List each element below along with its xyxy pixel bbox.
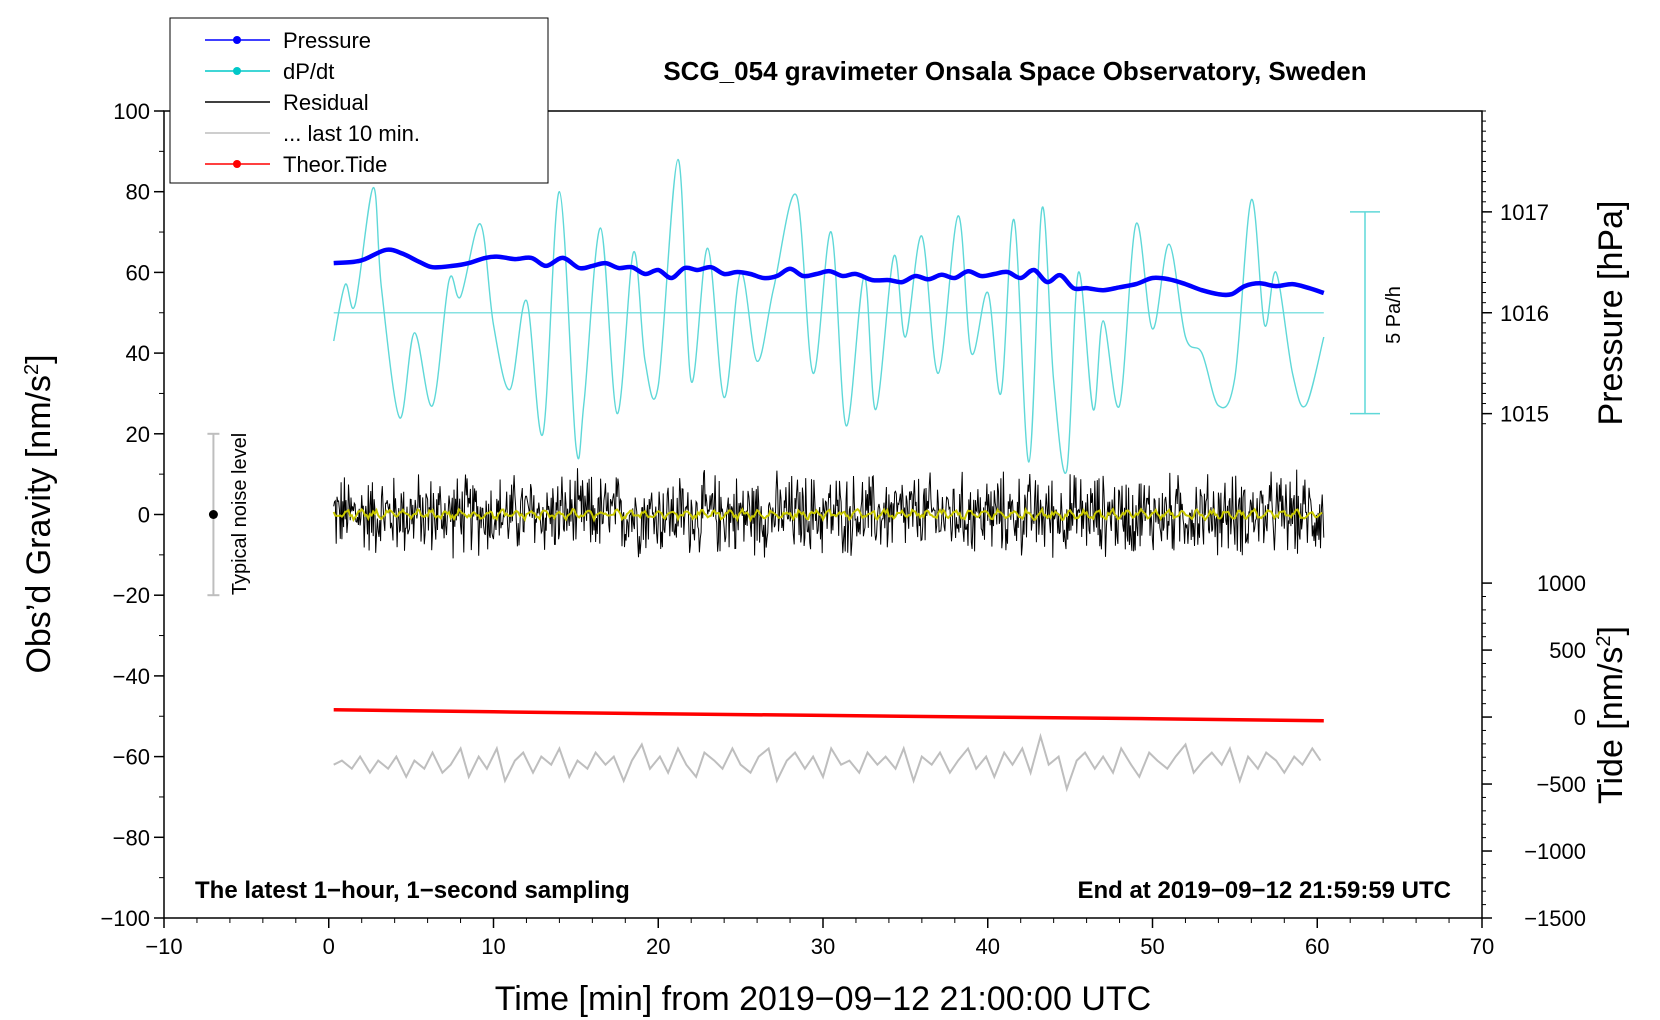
legend-label: ... last 10 min. (283, 121, 420, 146)
y-label-tide-main: Tide [nm/s (1592, 647, 1630, 804)
y-axis-gravity: 100 80 60 40 20 0 −20 −40 −60 −80 −100 (100, 99, 164, 931)
x-tick-label: 30 (811, 934, 835, 959)
series-residual-smoothed (332, 506, 1323, 523)
y-label-gravity-sup: 2 (21, 364, 43, 375)
y-tick-label: −20 (113, 583, 150, 608)
legend-label: Residual (283, 90, 369, 115)
legend-label: dP/dt (283, 59, 334, 84)
noise-bar-center (208, 510, 218, 519)
y-tick-label: 0 (138, 503, 150, 528)
y-tick-label: −100 (100, 906, 150, 931)
y-axis-label-tide: Tide [nm/s2] (1592, 626, 1630, 804)
chart-title: SCG_054 gravimeter Onsala Space Observat… (663, 56, 1366, 86)
annotation-end-time: End at 2019−09−12 21:59:59 UTC (1077, 877, 1451, 904)
tide-tick-label: 1000 (1537, 571, 1586, 596)
y-axis-tide: 1000 500 0 −500 −1000 −1500 (1482, 571, 1586, 931)
x-tick-label: 60 (1305, 934, 1329, 959)
pressure-tick-label: 1017 (1500, 200, 1549, 225)
y-label-tide-sup: 2 (1593, 635, 1615, 646)
x-axis: −10 0 10 20 30 40 50 60 70 (145, 918, 1494, 959)
annotation-sampling: The latest 1−hour, 1−second sampling (195, 877, 630, 904)
tide-tick-label: 0 (1574, 705, 1586, 730)
series-layer (332, 158, 1325, 793)
y-tick-label: 80 (126, 180, 150, 205)
legend-box (169, 17, 549, 184)
y-tick-label: −40 (113, 664, 150, 689)
noise-level-label: Typical noise level (229, 433, 251, 595)
series-residual (333, 468, 1325, 559)
y-tick-label: −60 (113, 745, 150, 770)
y-tick-label: 20 (126, 422, 150, 447)
y-tick-label: 40 (126, 341, 150, 366)
y-axis-label-pressure: Pressure [hPa] (1592, 201, 1630, 426)
tide-tick-label: −1500 (1524, 906, 1586, 931)
y-label-gravity-main: Obs’d Gravity [nm/s (20, 375, 58, 674)
series-last-10-min (333, 732, 1322, 793)
y-axis-pressure: 1017 1016 1015 (1482, 110, 1549, 427)
series-theor-tide (333, 708, 1324, 723)
x-tick-label: 50 (1140, 934, 1164, 959)
y-label-gravity-close: ] (20, 354, 58, 363)
pressure-tick-label: 1016 (1500, 301, 1549, 326)
x-axis-label: Time [min] from 2019−09−12 21:00:00 UTC (495, 980, 1151, 1018)
series-pressure (333, 247, 1325, 298)
legend-marker (233, 36, 241, 44)
tide-tick-label: −500 (1536, 772, 1586, 797)
x-tick-label: 40 (976, 934, 1000, 959)
legend-label: Pressure (283, 28, 371, 53)
x-tick-label: 20 (646, 934, 670, 959)
x-tick-label: 70 (1470, 934, 1494, 959)
legend-marker (233, 160, 241, 168)
x-tick-label: 10 (481, 934, 505, 959)
legend-label: Theor.Tide (283, 152, 387, 177)
x-tick-label: −10 (145, 934, 182, 959)
legend: Pressure dP/dt Residual ... last 10 min. The… (169, 17, 549, 184)
dpdt-scale-label: 5 Pa/h (1383, 286, 1405, 344)
pressure-tick-label: 1015 (1500, 402, 1549, 427)
y-axis-label-gravity: Obs’d Gravity [nm/s2] (20, 354, 58, 673)
y-tick-label: 60 (126, 260, 150, 285)
tide-tick-label: −1000 (1524, 839, 1586, 864)
y-label-tide-close: ] (1592, 626, 1630, 635)
y-tick-label: 100 (113, 99, 150, 124)
noise-level-bar (207, 432, 220, 597)
tide-tick-label: 500 (1549, 638, 1586, 663)
series-dpdt (333, 158, 1325, 474)
y-tick-label: −80 (113, 825, 150, 850)
legend-marker (233, 67, 241, 75)
x-tick-label: 0 (323, 934, 335, 959)
dpdt-scale-bar (1350, 211, 1380, 415)
